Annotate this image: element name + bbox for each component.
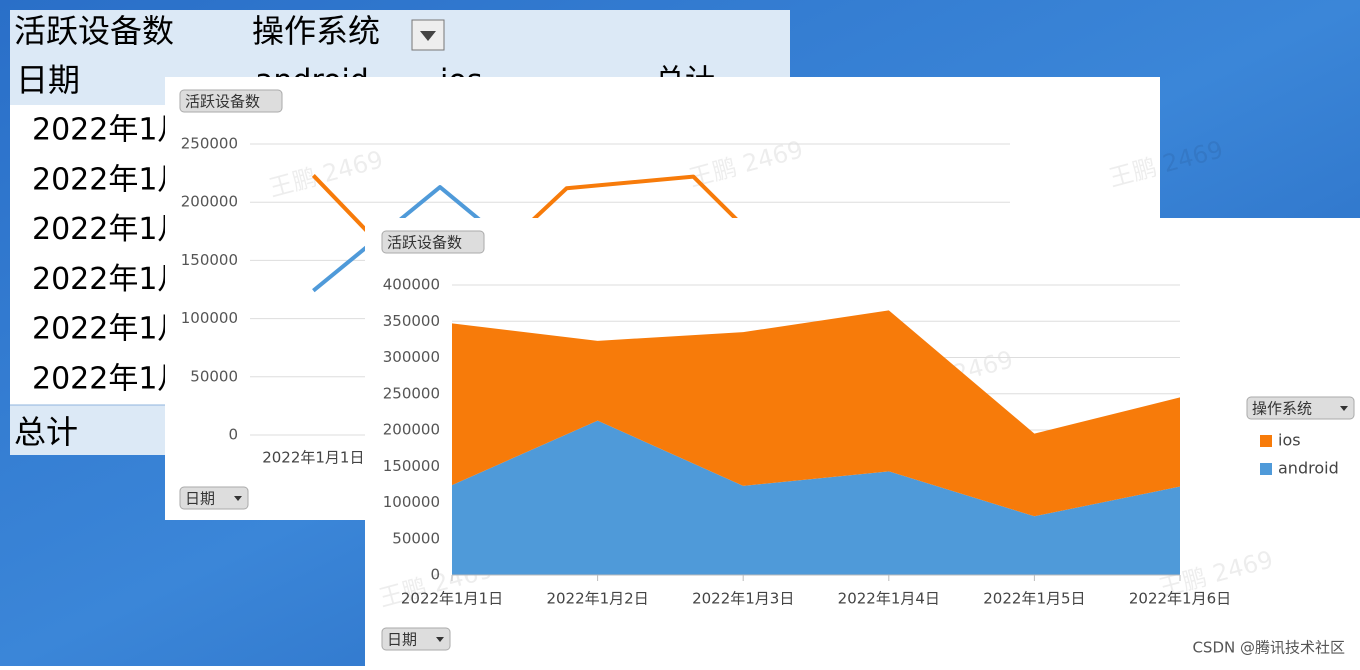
dropdown-arrow bbox=[1340, 406, 1348, 411]
legend-label: ios bbox=[1278, 431, 1301, 450]
field-button-label: 活跃设备数 bbox=[387, 234, 462, 252]
pivot-title: 活跃设备数 bbox=[14, 12, 174, 50]
y-tick-label: 50000 bbox=[190, 367, 238, 385]
y-tick-label: 0 bbox=[228, 426, 238, 444]
legend-swatch bbox=[1260, 463, 1272, 475]
field-button-label: 日期 bbox=[185, 490, 215, 508]
pivot-filter-label: 操作系统 bbox=[252, 12, 380, 50]
y-tick-label: 50000 bbox=[392, 529, 440, 547]
field-button-label: 日期 bbox=[387, 631, 417, 649]
field-button-label: 活跃设备数 bbox=[185, 93, 260, 111]
field-button[interactable] bbox=[179, 486, 249, 510]
footer: CSDN @腾讯技术社区 bbox=[1192, 639, 1345, 657]
y-tick-label: 250000 bbox=[383, 384, 440, 402]
y-tick-label: 100000 bbox=[383, 493, 440, 511]
y-tick-label: 200000 bbox=[181, 193, 238, 211]
y-tick-label: 200000 bbox=[383, 421, 440, 439]
y-tick-label: 400000 bbox=[383, 276, 440, 294]
x-tick-label: 2022年1月5日 bbox=[983, 590, 1085, 608]
y-tick-label: 350000 bbox=[383, 312, 440, 330]
y-tick-label: 0 bbox=[430, 566, 440, 584]
x-tick-label: 2022年1月3日 bbox=[692, 590, 794, 608]
legend-swatch bbox=[1260, 435, 1272, 447]
x-tick-label: 2022年1月1日 bbox=[262, 449, 364, 467]
dropdown-arrow bbox=[436, 637, 444, 642]
field-button[interactable] bbox=[381, 627, 451, 651]
area-series bbox=[452, 420, 1180, 575]
dropdown-arrow bbox=[234, 496, 242, 501]
y-tick-label: 100000 bbox=[181, 309, 238, 327]
x-tick-label: 2022年1月1日 bbox=[401, 590, 503, 608]
x-tick-label: 2022年1月4日 bbox=[838, 590, 940, 608]
y-tick-label: 250000 bbox=[181, 135, 238, 153]
dropdown-arrow bbox=[420, 31, 436, 41]
pivot-total-label: 总计 bbox=[14, 413, 78, 451]
field-button[interactable] bbox=[1246, 396, 1355, 420]
y-tick-label: 150000 bbox=[383, 457, 440, 475]
x-tick-label: 2022年1月6日 bbox=[1129, 590, 1231, 608]
pivot-row-header: 日期 bbox=[16, 61, 80, 99]
field-button[interactable] bbox=[381, 230, 485, 254]
field-button[interactable] bbox=[179, 89, 283, 113]
legend-label: android bbox=[1278, 459, 1339, 478]
y-tick-label: 300000 bbox=[383, 348, 440, 366]
y-tick-label: 150000 bbox=[181, 251, 238, 269]
area-series bbox=[452, 310, 1180, 517]
x-tick-label: 2022年1月2日 bbox=[546, 590, 648, 608]
field-button-label: 操作系统 bbox=[1252, 400, 1312, 418]
